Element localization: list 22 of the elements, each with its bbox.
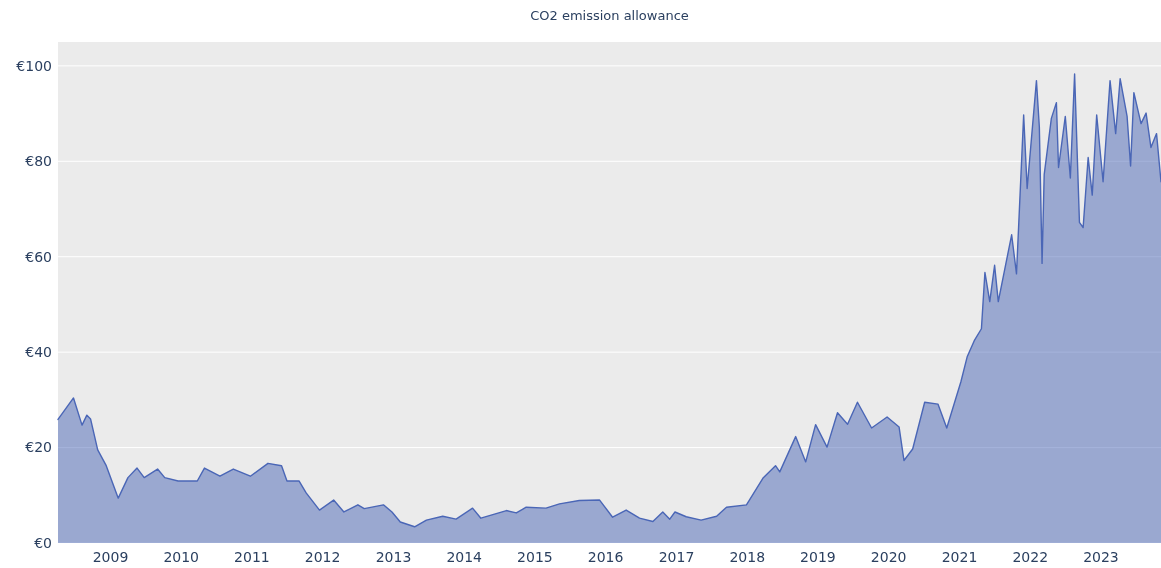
y-tick-label: €100 <box>16 57 52 74</box>
x-tick-label: 2013 <box>375 549 412 565</box>
x-tick-label: 2020 <box>870 549 907 565</box>
x-tick-label: 2011 <box>234 549 270 565</box>
x-tick-label: 2010 <box>163 549 200 565</box>
y-tick-label: €80 <box>25 153 52 170</box>
y-tick-label: €40 <box>25 344 52 361</box>
x-tick-label: 2015 <box>517 549 553 565</box>
x-tick-label: 2019 <box>800 549 836 565</box>
x-tick-label: 2021 <box>941 549 978 565</box>
x-tick-label: 2012 <box>304 549 341 565</box>
y-tick-label: €20 <box>25 439 52 456</box>
y-tick-label: €60 <box>25 248 52 265</box>
x-tick-label: 2017 <box>658 549 695 565</box>
y-tick-label: €0 <box>34 534 52 551</box>
x-tick-label: 2022 <box>1012 549 1049 565</box>
x-tick-label: 2014 <box>446 549 483 565</box>
chart-title: CO2 emission allowance <box>530 8 689 23</box>
x-tick-label: 2023 <box>1083 549 1119 565</box>
x-tick-label: 2009 <box>92 549 129 565</box>
x-tick-label: 2016 <box>587 549 624 565</box>
x-tick-label: 2018 <box>729 549 766 565</box>
